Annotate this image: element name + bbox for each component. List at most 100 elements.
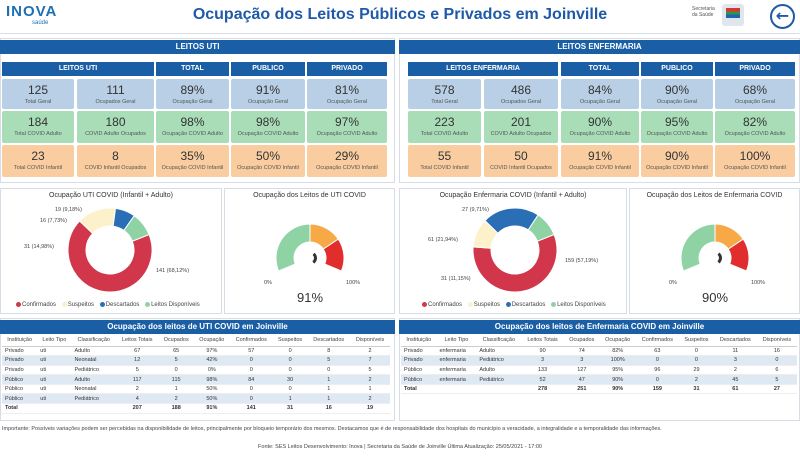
card-label: Ocupação COVID Infantil	[569, 165, 631, 171]
uti-col-total: TOTAL	[156, 62, 229, 76]
table-cell: 2	[158, 393, 195, 405]
enf-label-descartados: 61 (21,94%)	[428, 237, 458, 243]
table-header-cell: Classificação	[71, 334, 117, 347]
card-value: 90%	[587, 115, 613, 129]
table-cell: 57	[229, 346, 273, 357]
header-bar: INOVA saúde Ocupação dos Leitos Públicos…	[0, 0, 800, 34]
card-value: 223	[434, 115, 455, 129]
card-label: Ocupados Geral	[500, 99, 542, 105]
card-value: 180	[105, 115, 126, 129]
card-value: 50%	[255, 149, 281, 163]
uti-section-title: LEITOS UTI	[0, 40, 395, 54]
table-cell: Adulto	[476, 365, 522, 376]
table-total-row: Total 278 251 90% 159 31 61 27	[401, 383, 797, 395]
enf-gauge-min: 0%	[669, 280, 677, 286]
legend-disponiveis: Leitos Disponíveis	[151, 302, 200, 309]
table-cell: 0	[272, 365, 308, 376]
enf-label-confirmados: 159 (57,19%)	[565, 258, 599, 264]
table-cell: 11	[713, 346, 757, 357]
table-cell: Pediátrico	[476, 374, 522, 385]
table-cell: 67	[116, 346, 159, 357]
gauge-band	[322, 238, 345, 272]
table-cell: uti	[37, 346, 72, 357]
legend-dot-confirmados	[16, 302, 21, 307]
enf-col-header: LEITOS ENFERMARIA	[408, 62, 558, 76]
card-value: 81%	[334, 83, 360, 97]
table-cell: 96	[635, 365, 680, 376]
back-button[interactable]: ←	[770, 4, 795, 29]
table-cell: Neonatal	[71, 355, 117, 366]
card-label: Ocupação COVID Infantil	[316, 165, 378, 171]
uti-ocupados-geral-card: 111 Ocupados Geral	[77, 79, 154, 109]
card-label: Ocupação COVID Adulto	[646, 131, 708, 137]
card-value: 98%	[180, 115, 205, 129]
table-total-cell: 141	[229, 403, 273, 414]
table-cell: Adulto	[476, 346, 522, 357]
table-cell: 98%	[194, 374, 230, 385]
table-header-cell: Leitos Totais	[116, 334, 159, 347]
table-total-cell	[476, 383, 522, 395]
card-value: 82%	[742, 115, 768, 129]
legend-dot-suspeitos	[61, 302, 67, 307]
enf-total-ocupacao-infantil: 91% Ocupação COVID Infantil	[561, 145, 639, 177]
card-value: 95%	[664, 115, 690, 129]
card-label: COVID Adulto Ocupados	[490, 131, 552, 137]
donut-slice-leitos-disponíveis	[527, 214, 555, 242]
table-cell: uti	[37, 365, 72, 376]
card-label: Ocupação COVID Infantil	[646, 165, 708, 171]
table-cell: Privado	[2, 346, 38, 357]
enf-total-geral-card: 578 Total Geral	[408, 79, 481, 109]
table-total-cell: 278	[521, 383, 564, 395]
table-cell: Adulto	[71, 346, 117, 357]
card-label: Ocupação COVID Adulto	[724, 131, 786, 137]
uti-donut-chart	[67, 207, 153, 293]
enf-privado-ocupacao-geral: 68% Ocupação Geral	[715, 79, 795, 109]
table-cell: 63	[635, 346, 680, 357]
table-cell: Público	[2, 393, 38, 405]
table-cell: 5	[116, 365, 159, 376]
enf-col-privado: PRIVADO	[715, 62, 795, 76]
uti-privado-ocupacao-infantil: 29% Ocupação COVID Infantil	[307, 145, 387, 177]
uti-donut-legend: Confirmados Suspeitos Descartados Leitos…	[12, 302, 200, 308]
table-total-cell: 27	[756, 383, 797, 395]
uti-col-header: LEITOS UTI	[2, 62, 154, 76]
table-cell: Pediátrico	[71, 365, 117, 376]
uti-col-publico: PUBLICO	[231, 62, 305, 76]
table-header-cell: Leito Tipo	[37, 334, 72, 347]
table-row: Público enfermaria Adulto 133 127 95% 96 29 2 6	[401, 365, 797, 376]
table-cell: 0	[158, 365, 195, 376]
card-label: Ocupação Geral	[734, 99, 776, 105]
card-label: Ocupação COVID Infantil	[724, 165, 786, 171]
table-row: Privado uti Adulto 67 65 97% 57 0 8 2	[2, 346, 390, 357]
table-cell: 0	[229, 365, 273, 376]
card-label: Total COVID Infantil	[13, 165, 63, 171]
table-header-cell: Confirmados	[635, 334, 680, 347]
table-cell: 2	[350, 393, 390, 405]
table-cell: 1	[158, 384, 195, 395]
uti-total-ocupacao-infantil: 35% Ocupação COVID Infantil	[156, 145, 229, 177]
table-cell: 97%	[194, 346, 230, 357]
uti-label-suspeitos: 31 (14,98%)	[24, 244, 54, 250]
enf-total-covid-adulto-card: 223 Total COVID Adulto	[408, 111, 481, 143]
table-header-cell: Descartados	[713, 334, 757, 347]
table-cell: 16	[756, 346, 797, 357]
table-cell: 1	[307, 393, 351, 405]
gauge-band	[680, 223, 716, 272]
table-header-cell: Instituição	[401, 334, 437, 347]
page-title: Ocupação dos Leitos Públicos e Privados …	[192, 6, 608, 23]
table-cell: Público	[401, 365, 437, 376]
table-row: Público uti Adulto 117 115 98% 84 30 1 2	[2, 374, 390, 385]
table-cell: enfermaria	[436, 365, 477, 376]
table-row: Privado uti Neonatal 12 5 42% 0 0 5 7	[2, 355, 390, 366]
enf-label-suspeitos: 31 (11,15%)	[441, 276, 471, 282]
table-row: Privado enfermaria Pediátrico 3 3 100% 0 0 3 0	[401, 355, 797, 366]
joinville-logo-icon	[722, 4, 744, 26]
table-cell: 5	[307, 355, 351, 366]
table-header-cell: Suspeitos	[272, 334, 308, 347]
card-label: Total COVID Infantil	[420, 165, 469, 171]
table-cell: 30	[272, 374, 308, 385]
table-cell: 65	[158, 346, 195, 357]
enf-gauge-panel	[629, 188, 800, 314]
legend-dot-confirmados	[422, 302, 427, 307]
table-cell: 1	[350, 384, 390, 395]
